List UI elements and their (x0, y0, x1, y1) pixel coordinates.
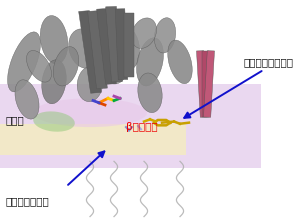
Ellipse shape (53, 47, 79, 86)
Ellipse shape (26, 51, 52, 82)
Bar (0, 84, 261, 168)
PathPatch shape (124, 13, 134, 77)
PathPatch shape (202, 51, 209, 117)
PathPatch shape (196, 51, 208, 117)
Text: フェニルアラニン: フェニルアラニン (244, 57, 294, 67)
Ellipse shape (138, 73, 162, 113)
Ellipse shape (112, 27, 140, 71)
PathPatch shape (97, 8, 116, 84)
Ellipse shape (100, 49, 127, 84)
Ellipse shape (8, 32, 41, 92)
PathPatch shape (115, 9, 128, 80)
Ellipse shape (154, 18, 176, 53)
Text: トリプトファン: トリプトファン (6, 196, 50, 206)
Ellipse shape (15, 80, 39, 119)
PathPatch shape (203, 51, 214, 117)
PathPatch shape (88, 11, 107, 89)
PathPatch shape (79, 11, 101, 93)
Text: 脂質膜: 脂質膜 (6, 115, 25, 126)
Ellipse shape (33, 111, 75, 132)
PathPatch shape (106, 6, 122, 82)
Ellipse shape (69, 29, 99, 68)
Text: βヘアピン: βヘアピン (126, 122, 158, 132)
Ellipse shape (33, 98, 147, 127)
Ellipse shape (131, 18, 157, 48)
Ellipse shape (40, 15, 68, 64)
Ellipse shape (42, 60, 66, 104)
Ellipse shape (77, 66, 103, 102)
Bar (0, 124, 186, 155)
Ellipse shape (168, 40, 192, 84)
Ellipse shape (136, 38, 164, 86)
